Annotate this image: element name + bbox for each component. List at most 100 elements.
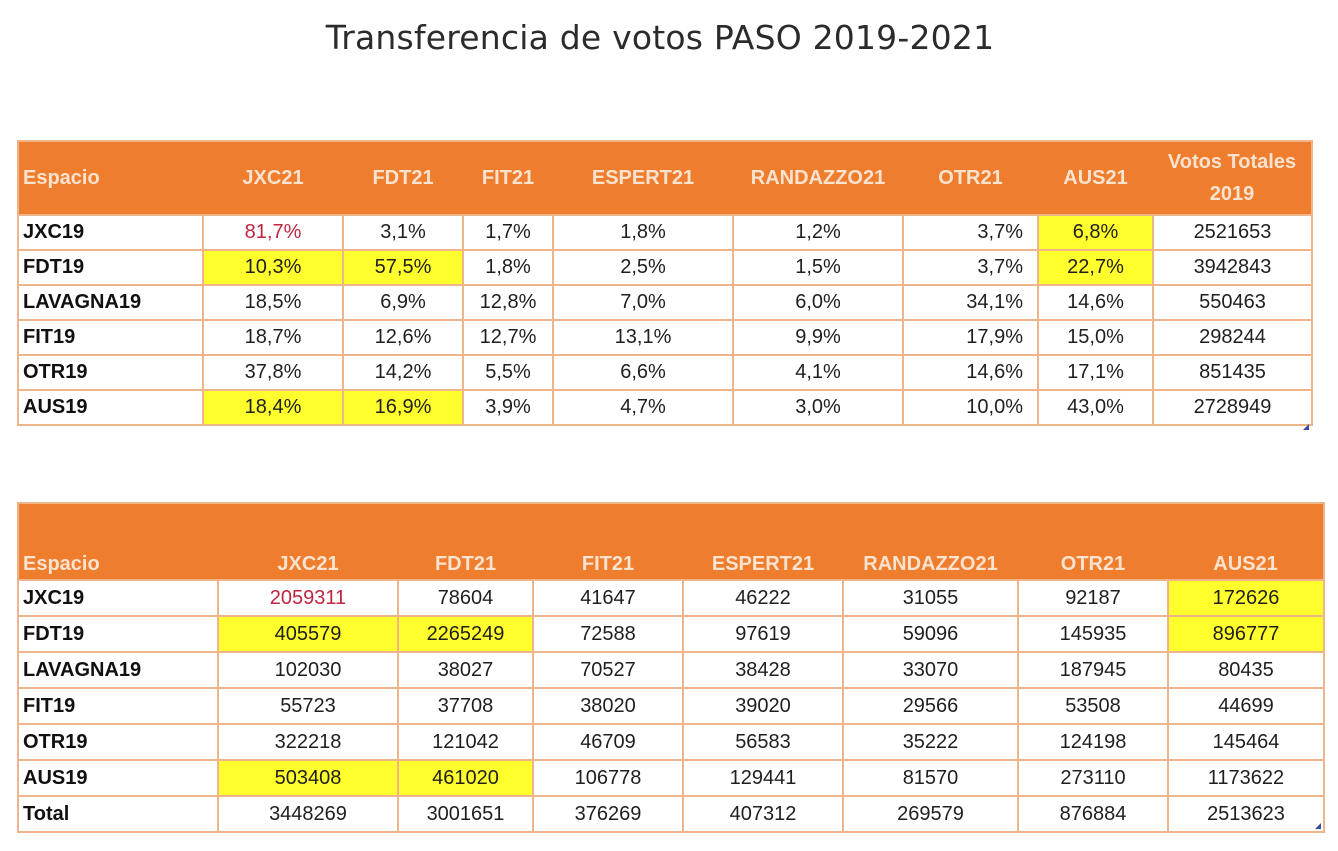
cell-otr19-randazzo21: 35222 [842,723,1019,761]
header-randazzo21: RANDAZZO21 [733,141,903,215]
cell-fdt19-otr21: 145935 [1017,615,1169,653]
cell-lavagna19-espert21: 38428 [682,651,844,689]
cell-jxc19-randazzo21: 31055 [842,579,1019,617]
row-label-aus19: AUS19 [17,389,204,426]
header-fit21: FIT21 [533,503,683,580]
cell-total-jxc21: 3448269 [217,795,399,833]
table-row: OTR19 37,8% 14,2% 5,5% 6,6% 4,1% 14,6% 17,1% 851… [17,354,1313,391]
table-resize-corner [1315,823,1321,829]
row-label-otr19: OTR19 [17,723,219,761]
cell-fit19-randazzo21: 9,9% [732,319,904,356]
table-row: OTR19 322218 121042 46709 56583 35222 124198 14… [17,723,1325,761]
table-row: FIT19 18,7% 12,6% 12,7% 13,1% 9,9% 17,9% 15,0% 2… [17,319,1313,356]
row-label-fdt19: FDT19 [17,615,219,653]
cell-jxc19-espert21: 46222 [682,579,844,617]
row-label-jxc19: JXC19 [17,579,219,617]
cell-fit19-otr21: 53508 [1017,687,1169,725]
header-otr21: OTR21 [903,141,1038,215]
cell-otr19-espert21: 6,6% [552,354,734,391]
cell-otr19-fit21: 5,5% [462,354,554,391]
cell-otr19-otr21: 124198 [1017,723,1169,761]
cell-fit19-fit21: 38020 [532,687,684,725]
votes-transfer-table: Espacio JXC21 FDT21 FIT21 ESPERT21 RANDA… [17,502,1325,833]
cell-fdt19-totales: 3942843 [1152,249,1313,286]
cell-jxc19-fit21: 41647 [532,579,684,617]
cell-fit19-espert21: 39020 [682,687,844,725]
cell-otr19-aus21: 17,1% [1037,354,1154,391]
cell-otr19-aus21: 145464 [1167,723,1325,761]
row-label-aus19: AUS19 [17,759,219,797]
header-votos-totales-line1: Votos Totales [1167,151,1297,173]
table-header-row: Espacio JXC21 FDT21 FIT21 ESPERT21 RANDA… [18,141,1312,215]
cell-fdt19-randazzo21: 59096 [842,615,1019,653]
cell-aus19-totales: 2728949 [1152,389,1313,426]
cell-jxc19-fdt21: 78604 [397,579,534,617]
cell-fit19-fdt21: 37708 [397,687,534,725]
cell-fdt19-aus21: 896777 [1167,615,1325,653]
cell-jxc19-jxc21: 2059311 [217,579,399,617]
cell-lavagna19-aus21: 14,6% [1037,284,1154,321]
header-otr21: OTR21 [1018,503,1168,580]
header-espacio: Espacio [18,503,218,580]
header-aus21: AUS21 [1168,503,1324,580]
cell-aus19-aus21: 43,0% [1037,389,1154,426]
cell-aus19-fit21: 106778 [532,759,684,797]
header-espert21: ESPERT21 [553,141,733,215]
cell-lavagna19-fit21: 70527 [532,651,684,689]
header-aus21: AUS21 [1038,141,1153,215]
cell-aus19-espert21: 129441 [682,759,844,797]
cell-lavagna19-fdt21: 38027 [397,651,534,689]
cell-jxc19-randazzo21: 1,2% [732,214,904,251]
cell-otr19-fdt21: 121042 [397,723,534,761]
cell-fdt19-fdt21: 2265249 [397,615,534,653]
cell-total-fdt21: 3001651 [397,795,534,833]
cell-lavagna19-fdt21: 6,9% [342,284,464,321]
header-jxc21: JXC21 [218,503,398,580]
table-row: JXC19 81,7% 3,1% 1,7% 1,8% 1,2% 3,7% 6,8% 252165… [17,214,1313,251]
cell-aus19-fdt21: 461020 [397,759,534,797]
cell-fdt19-jxc21: 405579 [217,615,399,653]
cell-lavagna19-otr21: 34,1% [902,284,1039,321]
cell-fit19-aus21: 15,0% [1037,319,1154,356]
cell-otr19-espert21: 56583 [682,723,844,761]
cell-aus19-randazzo21: 81570 [842,759,1019,797]
header-votos-totales: Votos Totales 2019 [1153,141,1312,215]
cell-aus19-otr21: 273110 [1017,759,1169,797]
cell-jxc19-otr21: 92187 [1017,579,1169,617]
table-row: FDT19 405579 2265249 72588 97619 59096 145935 8… [17,615,1325,653]
header-jxc21: JXC21 [203,141,343,215]
cell-aus19-randazzo21: 3,0% [732,389,904,426]
cell-otr19-totales: 851435 [1152,354,1313,391]
table-header-row: Espacio JXC21 FDT21 FIT21 ESPERT21 RANDA… [18,503,1324,580]
cell-jxc19-fit21: 1,7% [462,214,554,251]
table-row: FDT19 10,3% 57,5% 1,8% 2,5% 1,5% 3,7% 22,7% 3942… [17,249,1313,286]
cell-fit19-fdt21: 12,6% [342,319,464,356]
cell-otr19-jxc21: 322218 [217,723,399,761]
cell-otr19-jxc21: 37,8% [202,354,344,391]
row-label-jxc19: JXC19 [17,214,204,251]
cell-otr19-fit21: 46709 [532,723,684,761]
chart-title: Transferencia de votos PASO 2019-2021 [325,18,995,57]
header-votos-totales-line2: 2019 [1209,183,1255,205]
header-randazzo21: RANDAZZO21 [843,503,1018,580]
cell-lavagna19-jxc21: 102030 [217,651,399,689]
row-label-fit19: FIT19 [17,687,219,725]
cell-aus19-otr21: 10,0% [902,389,1039,426]
cell-total-espert21: 407312 [682,795,844,833]
cell-fit19-otr21: 17,9% [902,319,1039,356]
cell-aus19-jxc21: 18,4% [202,389,344,426]
cell-fdt19-randazzo21: 1,5% [732,249,904,286]
cell-lavagna19-espert21: 7,0% [552,284,734,321]
cell-total-aus21: 2513623 [1167,795,1325,833]
table-row: FIT19 55723 37708 38020 39020 29566 53508 44699 [17,687,1325,725]
cell-fdt19-fit21: 72588 [532,615,684,653]
cell-aus19-jxc21: 503408 [217,759,399,797]
cell-fdt19-jxc21: 10,3% [202,249,344,286]
header-fdt21: FDT21 [398,503,533,580]
header-fdt21: FDT21 [343,141,463,215]
table-row: LAVAGNA19 18,5% 6,9% 12,8% 7,0% 6,0% 34,1% 14,6… [17,284,1313,321]
cell-total-randazzo21: 269579 [842,795,1019,833]
cell-fdt19-fit21: 1,8% [462,249,554,286]
cell-fdt19-fdt21: 57,5% [342,249,464,286]
cell-lavagna19-randazzo21: 33070 [842,651,1019,689]
